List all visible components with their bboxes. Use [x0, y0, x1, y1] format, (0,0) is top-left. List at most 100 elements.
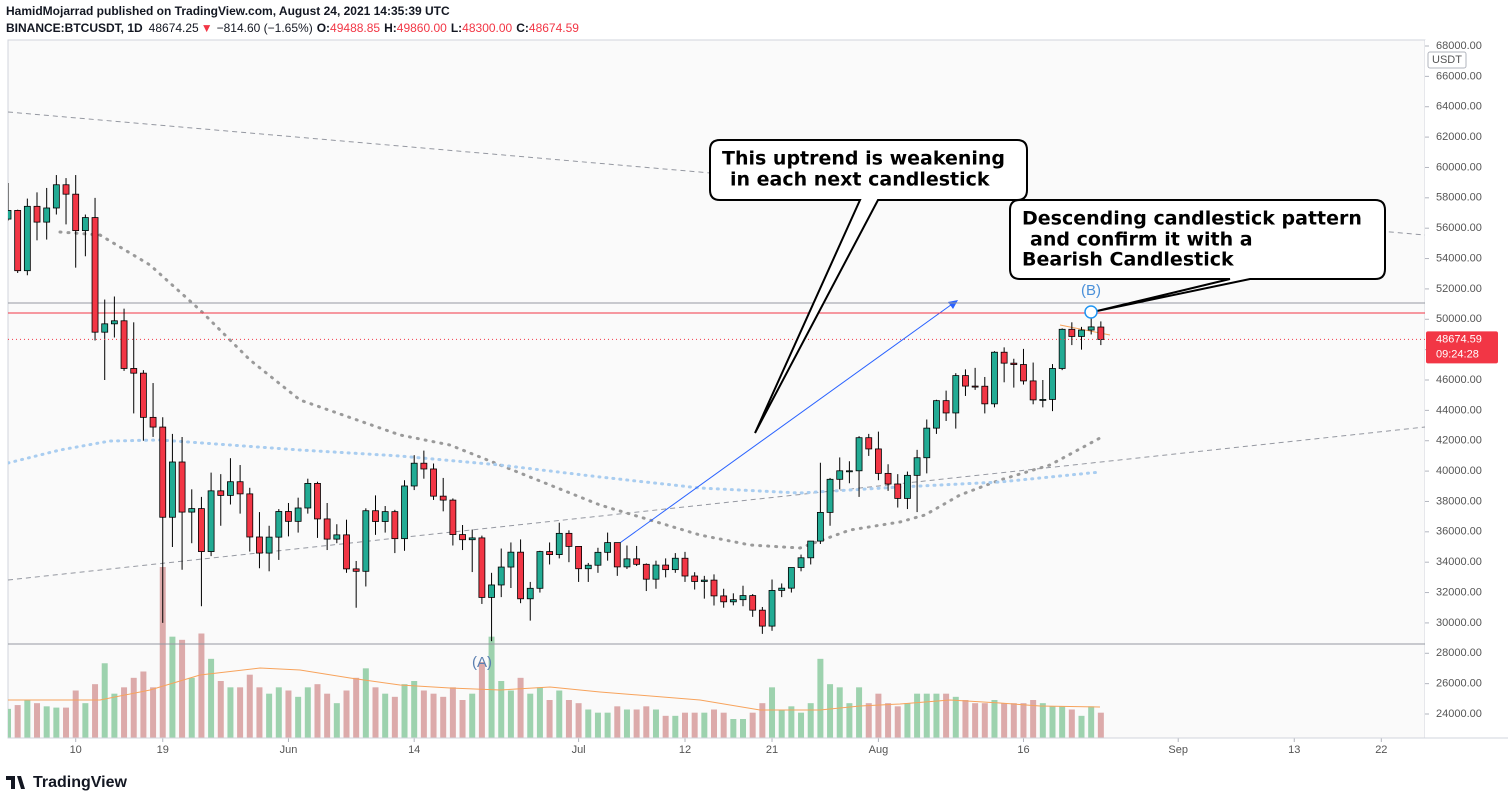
- x-tick-label: 10: [70, 744, 82, 756]
- volume-bar: [623, 709, 630, 738]
- volume-bar: [972, 703, 979, 738]
- candle-body: [430, 468, 437, 497]
- volume-bar: [740, 719, 747, 738]
- volume-bar: [788, 706, 795, 738]
- y-tick-label: 46000.00: [1436, 374, 1482, 386]
- volume-bar: [179, 639, 186, 738]
- volume-bar: [652, 709, 659, 738]
- volume-bar: [1010, 703, 1017, 738]
- candle-body: [333, 534, 341, 540]
- volume-bar: [749, 712, 756, 738]
- volume-bar: [24, 700, 31, 738]
- x-tick-label: Jun: [280, 744, 298, 756]
- candle-body: [594, 551, 602, 566]
- volume-bar: [672, 715, 679, 738]
- volume-bar: [1030, 700, 1037, 738]
- volume-bar: [130, 677, 137, 738]
- volume-bar: [546, 700, 553, 738]
- volume-bar: [759, 703, 766, 738]
- volume-bar: [478, 662, 485, 738]
- volume-bar: [807, 703, 814, 738]
- candle-body: [536, 551, 544, 589]
- candle-body: [797, 557, 805, 568]
- volume-bar: [449, 687, 456, 738]
- volume-bar: [401, 684, 408, 738]
- volume-bar: [63, 707, 70, 738]
- candle-body: [526, 587, 534, 600]
- candle-body: [836, 470, 844, 480]
- candle-body: [352, 568, 360, 572]
- volume-bar: [266, 693, 273, 738]
- candle-body: [787, 567, 795, 589]
- volume-bar: [285, 690, 292, 738]
- x-tick-label: 13: [1288, 744, 1300, 756]
- candle-body: [120, 320, 128, 369]
- volume-bar: [111, 693, 118, 738]
- volume-bar: [440, 696, 447, 738]
- y-tick-label: 60000.00: [1436, 161, 1482, 173]
- volume-bar: [527, 693, 534, 738]
- candle-body: [1029, 380, 1037, 401]
- candle-body: [555, 532, 563, 555]
- y-tick-label: 40000.00: [1436, 465, 1482, 477]
- candle-body: [372, 510, 379, 522]
- volume-bar: [275, 687, 282, 738]
- candle-body: [62, 184, 70, 195]
- candle-body: [1087, 326, 1095, 331]
- annotations: This uptrend is weakening in each next c…: [472, 139, 1386, 671]
- arrow-head: [948, 300, 958, 309]
- candle-body: [468, 537, 476, 541]
- candle-body: [575, 546, 583, 570]
- candle-body: [130, 368, 138, 374]
- volume-bar: [1059, 706, 1066, 738]
- candle-body: [604, 542, 612, 553]
- y-tick-label: 68000.00: [1436, 40, 1482, 52]
- candle-body: [894, 483, 902, 499]
- candle-body: [662, 564, 670, 571]
- x-tick-label: 12: [679, 744, 691, 756]
- volume-bar: [82, 703, 89, 738]
- candle-body: [256, 536, 263, 554]
- candle-body: [845, 470, 853, 473]
- candle-body: [410, 462, 418, 487]
- callout-text: Bearish Candlestick: [1022, 249, 1234, 271]
- volume-bar: [1049, 706, 1056, 738]
- candle-body: [565, 532, 573, 547]
- volume-bar: [923, 693, 930, 738]
- volume-bar: [198, 633, 205, 738]
- volume-bar: [798, 712, 805, 738]
- candle-body: [671, 557, 679, 571]
- volume-bar: [382, 693, 389, 738]
- volume-bar: [643, 706, 650, 738]
- candle-body: [420, 462, 428, 470]
- volume-ma: [8, 667, 1101, 711]
- volume-bar: [711, 709, 717, 738]
- volume-bar: [720, 712, 727, 738]
- candle-body: [700, 579, 708, 582]
- volume-bar: [121, 687, 128, 738]
- volume-bar: [1020, 703, 1027, 738]
- volume-bar: [72, 690, 79, 738]
- candle-body: [488, 584, 495, 598]
- candle-body: [401, 485, 408, 540]
- candle-body: [1000, 351, 1008, 364]
- volume-bar: [1088, 706, 1095, 738]
- volume-bar: [827, 684, 834, 738]
- callout-text: This uptrend is weakening: [722, 148, 1005, 170]
- y-tick-label: 52000.00: [1436, 283, 1482, 295]
- volume-bar: [1097, 712, 1104, 738]
- callout-text: in each next candlestick: [730, 169, 990, 191]
- volume-bar: [943, 693, 950, 738]
- candle-body: [236, 481, 244, 495]
- candle-body: [304, 482, 312, 509]
- candle-body: [275, 511, 283, 538]
- candle-body: [72, 193, 80, 232]
- candle-body: [991, 351, 998, 405]
- candle-body: [198, 508, 205, 552]
- volume-bar: [633, 709, 640, 738]
- volume-bar: [314, 684, 321, 738]
- volume-bar: [362, 668, 369, 738]
- y-tick-label: 44000.00: [1436, 404, 1482, 416]
- y-tick-label: 30000.00: [1436, 617, 1482, 629]
